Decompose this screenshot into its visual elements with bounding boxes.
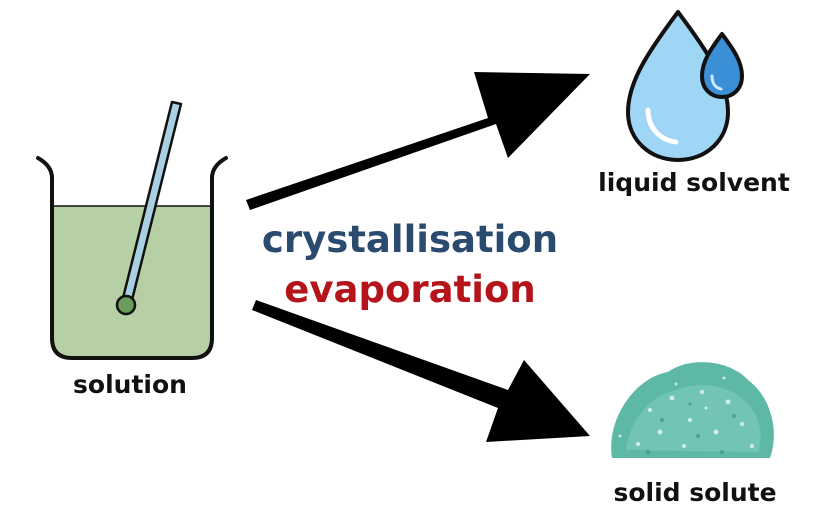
arrow-to-liquid-icon: [246, 72, 590, 210]
process-crystallisation: crystallisation: [261, 218, 559, 261]
arrow-to-solid-icon: [252, 300, 590, 442]
beaker-outline: [36, 156, 228, 360]
crystals-icon: [611, 362, 774, 458]
solid-solute-label: solid solute: [613, 478, 777, 507]
small-drop: [700, 32, 744, 99]
process-evaporation: evaporation: [284, 268, 536, 311]
solution-label: solution: [73, 370, 187, 399]
beaker-icon: [36, 100, 228, 360]
stirring-rod: [115, 100, 183, 316]
water-drops-icon: [626, 10, 744, 162]
liquid-solvent-label: liquid solvent: [598, 168, 790, 197]
